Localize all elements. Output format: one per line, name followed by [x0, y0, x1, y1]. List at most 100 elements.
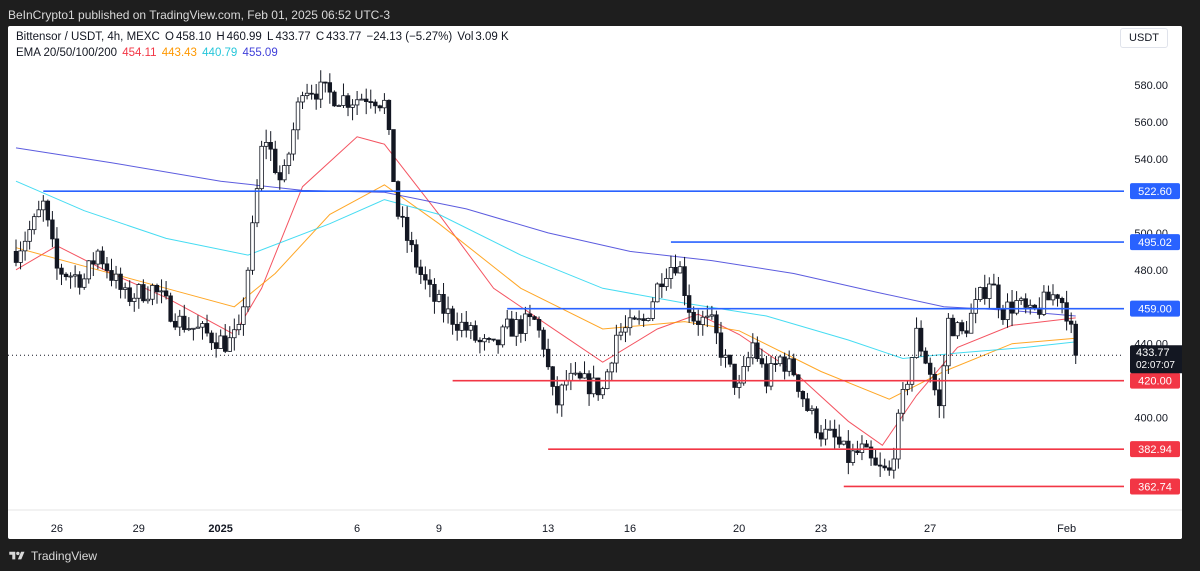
- candle-down: [586, 373, 592, 395]
- candle-down: [532, 316, 537, 320]
- x-tick-label: 27: [924, 523, 936, 535]
- candle-down: [172, 320, 178, 328]
- candle-up: [468, 325, 474, 331]
- candle-down: [464, 321, 469, 331]
- candle-down: [764, 363, 769, 387]
- candle-up: [145, 298, 151, 302]
- candle-up: [746, 357, 751, 367]
- candle-down: [927, 362, 933, 375]
- candle-up: [655, 283, 660, 303]
- candle-down: [209, 332, 214, 344]
- candle-up: [1028, 304, 1033, 308]
- candle-up: [195, 326, 201, 329]
- candle-down: [323, 81, 328, 84]
- candle-up: [618, 331, 624, 336]
- candle-down: [959, 322, 965, 332]
- footer-brand[interactable]: TradingView: [8, 546, 97, 566]
- candle-up: [36, 209, 41, 218]
- symbol-label[interactable]: Bittensor / USDT, 4h, MEXC: [16, 31, 160, 43]
- candle-down: [837, 436, 842, 445]
- candle-down: [1068, 320, 1074, 325]
- candle-up: [582, 373, 587, 379]
- candle-down: [1059, 298, 1065, 304]
- candle-down: [855, 450, 860, 453]
- ema200-value: 455.09: [242, 47, 278, 59]
- candle-down: [118, 273, 123, 290]
- candle-up: [914, 327, 919, 358]
- candle-down: [418, 266, 423, 275]
- ema50-value: 443.43: [161, 47, 197, 59]
- ema-line-3: [15, 147, 1076, 317]
- bar-countdown-label: 02:07:07: [1136, 360, 1175, 371]
- candle-down: [373, 101, 378, 107]
- candle-down: [277, 172, 282, 181]
- candle-down: [991, 283, 997, 286]
- candle-up: [41, 200, 46, 211]
- candle-up: [263, 141, 269, 147]
- ema-title[interactable]: EMA 20/50/100/200: [16, 47, 118, 59]
- candle-down: [100, 250, 105, 265]
- candle-down: [313, 93, 319, 100]
- candle-down: [400, 215, 405, 218]
- close-label: C: [315, 31, 325, 43]
- candlestick-chart[interactable]: 580.00560.00540.00500.00480.00440.00400.…: [8, 26, 1182, 539]
- candle-up: [236, 324, 242, 331]
- candle-up: [68, 275, 73, 278]
- candle-up: [909, 357, 915, 385]
- candle-up: [664, 278, 669, 288]
- candle-down: [163, 290, 169, 297]
- candle-down: [982, 287, 987, 299]
- y-tick-label: 480.00: [1134, 265, 1168, 277]
- candle-down: [796, 374, 801, 392]
- candle-down: [423, 274, 428, 281]
- ema-line-0: [15, 136, 1076, 447]
- candle-up: [177, 315, 182, 328]
- candle-down: [923, 350, 928, 364]
- candle-down: [864, 443, 869, 448]
- candle-up: [1014, 300, 1019, 314]
- ema-legend: EMA 20/50/100/200 454.11 443.43 440.79 4…: [16, 47, 280, 59]
- candle-up: [705, 315, 710, 318]
- candle-down: [364, 98, 369, 102]
- candle-down: [154, 284, 160, 293]
- candle-up: [809, 408, 815, 411]
- candle-down: [273, 148, 278, 173]
- x-tick-label: 2025: [208, 523, 232, 535]
- x-tick-label: 13: [542, 523, 554, 535]
- candle-up: [896, 412, 901, 460]
- candle-up: [113, 273, 119, 281]
- ema20-value: 454.11: [122, 47, 157, 59]
- resistance-price-label: 522.60: [1138, 186, 1172, 198]
- price-scale: [1124, 26, 1182, 539]
- candle-down: [696, 320, 701, 325]
- candle-up: [86, 260, 91, 280]
- candle-up: [850, 450, 856, 463]
- candle-up: [1005, 301, 1010, 321]
- candle-up: [827, 428, 833, 431]
- candle-down: [509, 318, 514, 337]
- candle-down: [477, 339, 483, 343]
- candle-down: [368, 101, 373, 103]
- candle-up: [741, 366, 746, 384]
- candle-down: [818, 432, 824, 440]
- candle-down: [659, 283, 665, 288]
- chart-panel[interactable]: 580.00 560.00 540.00 500.00 480.00 440.00 400.…: [8, 26, 1182, 539]
- candle-down: [1000, 308, 1006, 321]
- candle-down: [454, 323, 460, 331]
- candle-down: [686, 295, 692, 313]
- candle-down: [759, 358, 765, 365]
- currency-button[interactable]: USDT: [1120, 28, 1168, 48]
- candle-up: [282, 165, 287, 181]
- candle-up: [200, 323, 205, 328]
- candle-up: [514, 319, 519, 337]
- candle-down: [937, 389, 942, 407]
- candle-up: [245, 269, 251, 308]
- high-value: 460.99: [226, 31, 262, 43]
- candle-up: [623, 327, 628, 333]
- candle-down: [91, 260, 96, 265]
- candle-down: [773, 363, 778, 365]
- candle-down: [495, 339, 501, 346]
- candle-down: [486, 338, 492, 340]
- x-tick-label: 29: [133, 523, 145, 535]
- y-tick-label: 400.00: [1134, 413, 1168, 425]
